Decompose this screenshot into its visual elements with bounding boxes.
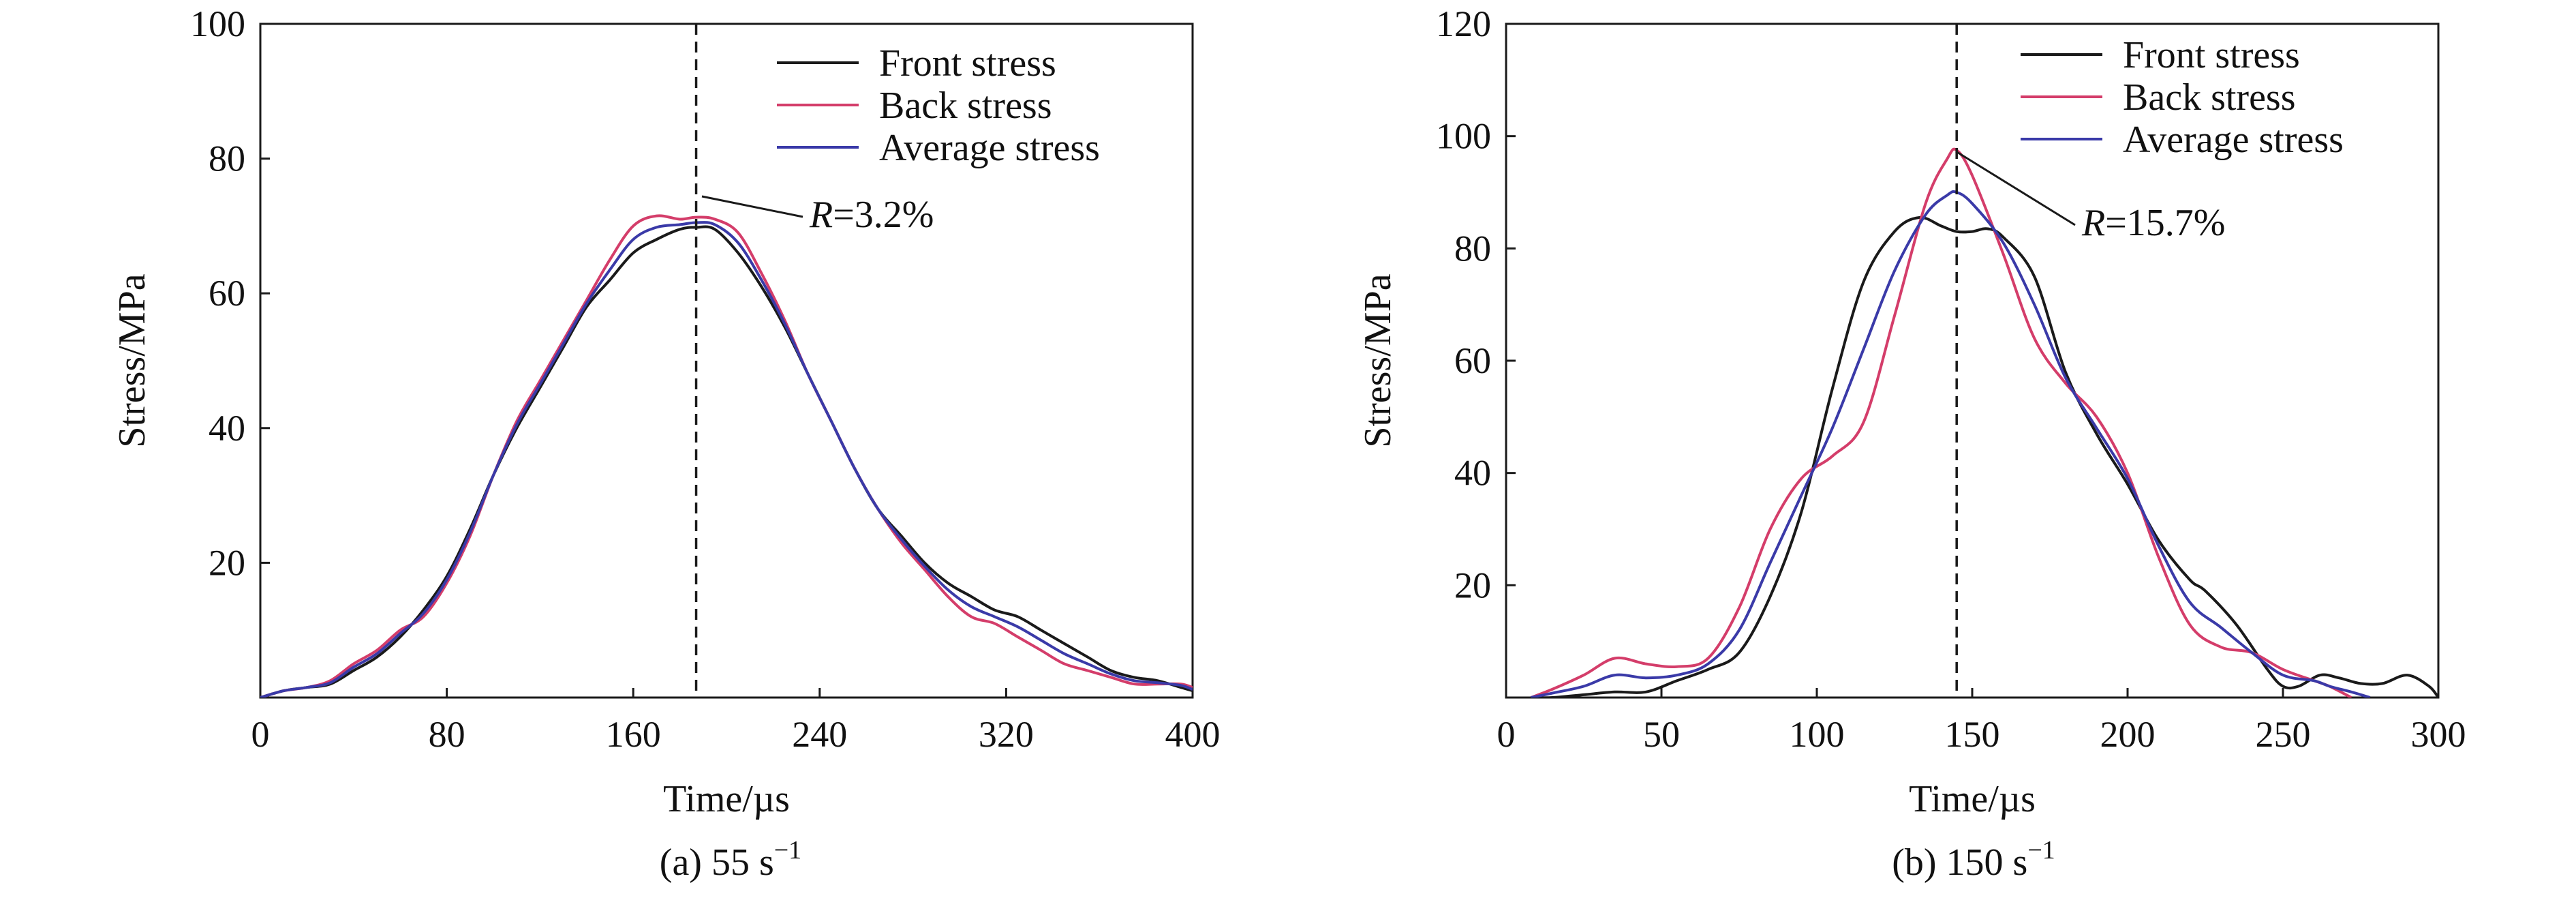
series-line-front-stress <box>260 225 1193 698</box>
x-tick-label: 240 <box>792 714 847 755</box>
x-tick-label: 150 <box>1945 714 2000 755</box>
legend-label: Average stress <box>2123 119 2344 161</box>
legend-label: Front stress <box>879 42 1056 85</box>
annotation-label: R=3.2% <box>809 194 934 236</box>
annotation-label: R=15.7% <box>2081 202 2225 244</box>
annotation-value: =3.2% <box>833 194 934 236</box>
y-axis-label: Stress/MPa <box>1357 273 1399 447</box>
x-tick-label: 0 <box>251 714 270 755</box>
annotation-italic: R <box>809 194 833 236</box>
x-tick-label: 250 <box>2256 714 2311 755</box>
x-tick-label: 0 <box>1497 714 1516 755</box>
x-tick-label: 200 <box>2100 714 2156 755</box>
legend-label: Back stress <box>879 85 1052 127</box>
caption-superscript: −1 <box>2027 836 2055 865</box>
series-line-back-stress <box>260 214 1193 698</box>
panel-caption: (b) 150 s−1 <box>1892 836 2055 884</box>
panel-b: 0 50 100 150 200 250 300 20 40 60 80 100 120 Time/µs S… <box>1357 3 2466 884</box>
series-line-average-stress <box>1531 190 2371 698</box>
series-line-back-stress <box>1530 147 2352 698</box>
y-tick-label: 20 <box>209 542 245 583</box>
x-axis-label: Time/µs <box>1909 778 2036 820</box>
y-tick-label: 100 <box>1436 116 1491 157</box>
x-tick-label: 160 <box>606 714 661 755</box>
y-tick-label: 80 <box>209 138 245 179</box>
plot-frame <box>259 23 1194 699</box>
x-tick-label: 50 <box>1643 714 1680 755</box>
annotation-value: =15.7% <box>2105 202 2225 244</box>
x-axis-label: Time/µs <box>663 778 790 820</box>
panel-a: 0 80 160 240 320 400 20 40 60 80 100 Time/µs Stress/… <box>111 3 1221 884</box>
series-line-front-stress <box>1531 215 2438 698</box>
legend-label: Back stress <box>2123 76 2296 119</box>
y-tick-label: 120 <box>1436 3 1491 44</box>
caption-text: (b) 150 s <box>1892 841 2027 884</box>
x-tick-label: 100 <box>1790 714 1845 755</box>
legend-label: Front stress <box>2123 34 2300 76</box>
annotation-leader <box>701 195 803 218</box>
series-group <box>1530 147 2438 698</box>
x-tick-label: 320 <box>979 714 1034 755</box>
x-tick-label: 80 <box>429 714 465 755</box>
x-tick-label: 300 <box>2411 714 2466 755</box>
annotation-italic: R <box>2081 202 2105 244</box>
y-axis-label: Stress/MPa <box>111 273 153 447</box>
y-tick-label: 60 <box>209 273 245 314</box>
x-tick-label: 400 <box>1165 714 1221 755</box>
annotation-leader <box>1955 150 2076 226</box>
legend-label: Average stress <box>879 127 1100 169</box>
y-tick-label: 40 <box>1454 453 1491 494</box>
y-tick-label: 80 <box>1454 228 1491 269</box>
y-tick-label: 100 <box>190 3 245 44</box>
panel-caption: (a) 55 s−1 <box>660 836 801 884</box>
y-tick-label: 60 <box>1454 340 1491 381</box>
series-line-average-stress <box>260 221 1193 698</box>
series-group <box>260 214 1193 698</box>
y-tick-label: 20 <box>1454 565 1491 605</box>
y-tick-label: 40 <box>209 408 245 449</box>
caption-text: (a) 55 s <box>660 841 774 884</box>
caption-superscript: −1 <box>774 836 801 865</box>
